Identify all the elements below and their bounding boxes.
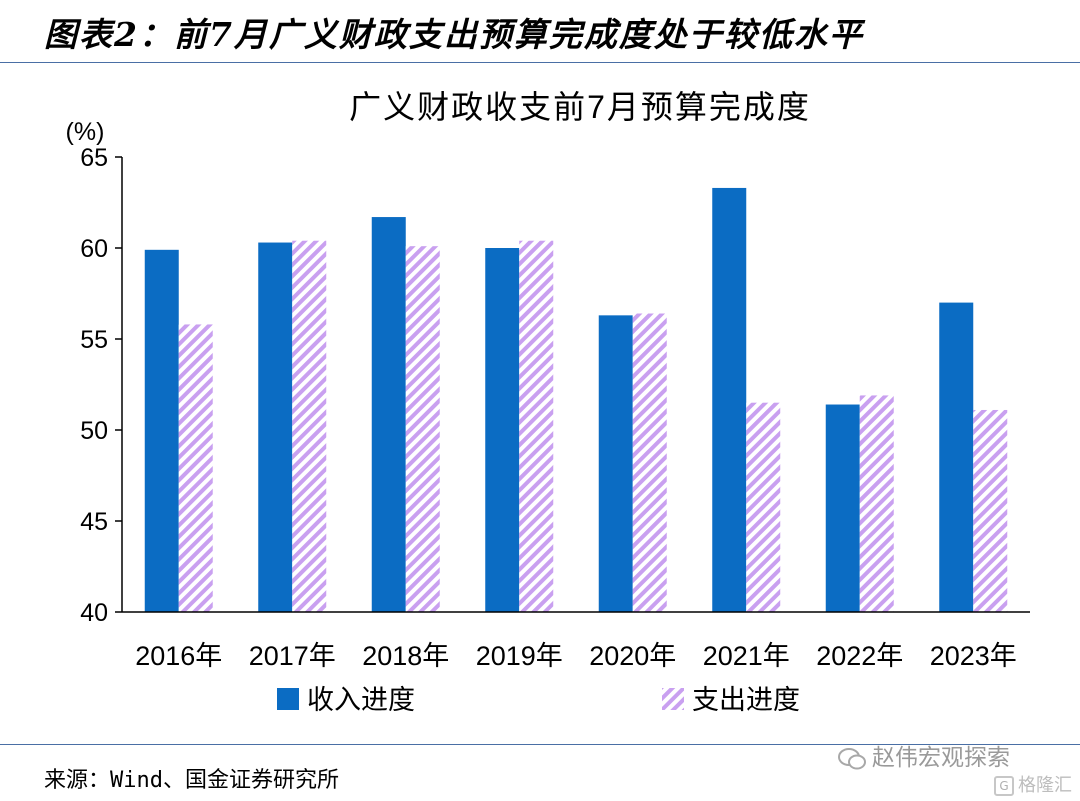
- bar-expense: [519, 240, 554, 612]
- bar-income: [485, 248, 520, 612]
- bar-chart: 广义财政收支前7月预算完成度 (%) 40 45 50 55 60 65 2016年 201…: [66, 89, 1030, 715]
- legend-swatch-income: [277, 688, 299, 710]
- chart-title: 广义财政收支前7月预算完成度: [349, 89, 811, 125]
- watermark: 赵伟宏观探索: [838, 738, 1010, 772]
- bar-income: [939, 302, 974, 612]
- top-divider: [0, 62, 1080, 63]
- logo-text: 格隆汇: [1018, 775, 1072, 796]
- bar-expense: [178, 324, 213, 612]
- x-tick-label: 2016年: [135, 641, 222, 671]
- bar-expense: [859, 395, 894, 612]
- bar-expense: [292, 240, 327, 612]
- x-tick-label: 2017年: [249, 641, 336, 671]
- y-tick-label: 60: [80, 235, 108, 263]
- bar-income: [825, 404, 860, 612]
- bar-income: [712, 187, 747, 612]
- logo-g-icon: G: [994, 776, 1014, 796]
- bar-expense: [632, 313, 667, 612]
- y-tick-label: 40: [80, 599, 108, 627]
- watermark-text: 赵伟宏观探索: [872, 745, 1010, 771]
- wechat-icon: [838, 747, 866, 769]
- bar-expense: [405, 246, 440, 612]
- bar-income: [598, 315, 633, 612]
- x-tick-label: 2021年: [703, 641, 790, 671]
- source-note: 来源：Wind、国金证券研究所: [44, 768, 339, 793]
- bar-income: [258, 242, 293, 613]
- y-tick-label: 65: [80, 144, 108, 172]
- x-tick-label: 2023年: [930, 641, 1017, 671]
- bottom-divider: [0, 744, 1080, 745]
- legend-label-expense: 支出进度: [692, 685, 800, 715]
- x-tick-label: 2018年: [362, 641, 449, 671]
- y-tick-label: 50: [80, 417, 108, 445]
- bar-expense: [746, 402, 781, 612]
- y-axis-label: (%): [66, 118, 105, 146]
- x-tick-label: 2020年: [589, 641, 676, 671]
- x-tick-label: 2022年: [816, 641, 903, 671]
- bar-income: [144, 249, 179, 612]
- logo: G 格隆汇: [994, 771, 1072, 797]
- bar-income: [371, 217, 406, 612]
- legend-label-income: 收入进度: [307, 685, 415, 715]
- x-tick-label: 2019年: [476, 641, 563, 671]
- y-tick-label: 55: [80, 326, 108, 354]
- bar-expense: [973, 409, 1008, 612]
- figure-title: 图表2：前7月广义财政支出预算完成度处于较低水平: [44, 15, 864, 54]
- y-tick-label: 45: [80, 508, 108, 536]
- legend-swatch-expense: [662, 688, 684, 710]
